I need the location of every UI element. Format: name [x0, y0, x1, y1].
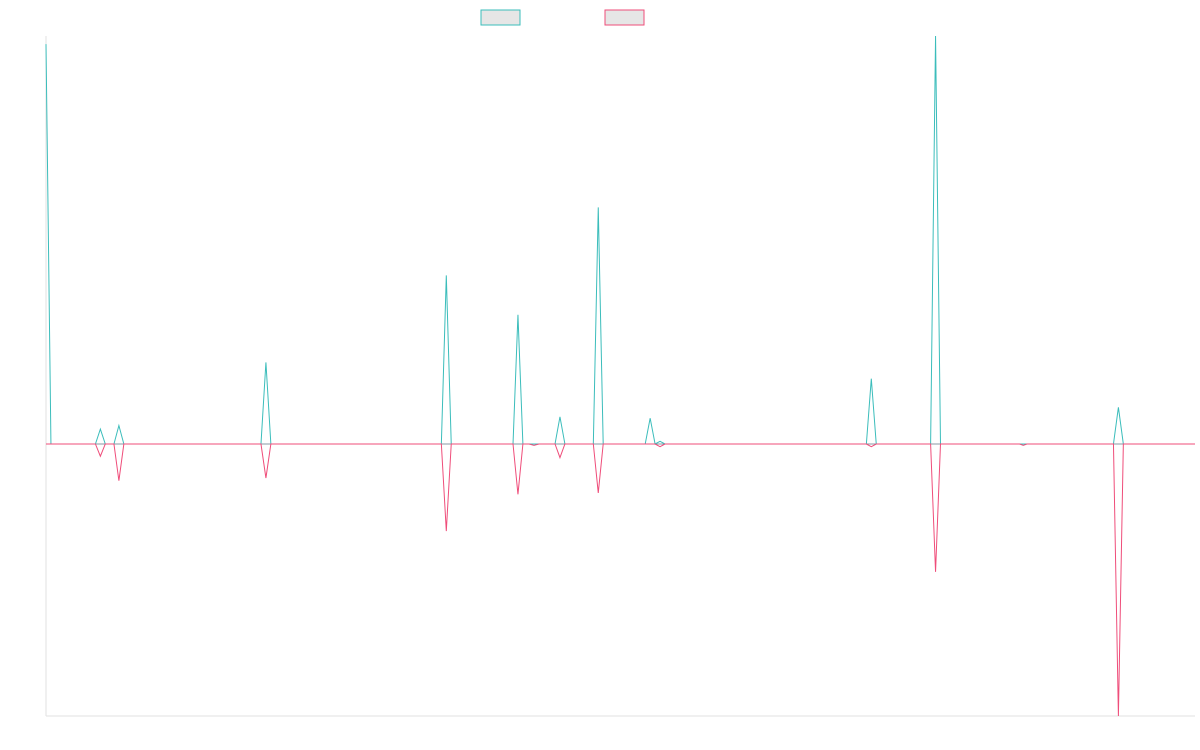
series-line-2 — [46, 443, 1195, 717]
series-line-1 — [45, 35, 1195, 445]
legend-swatch-1 — [480, 9, 521, 26]
legend-swatch-2 — [604, 9, 645, 26]
